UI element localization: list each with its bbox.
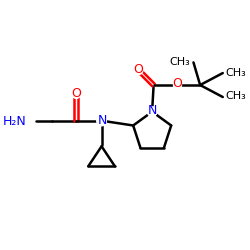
Text: O: O	[172, 78, 182, 90]
Circle shape	[20, 115, 32, 127]
Circle shape	[135, 66, 143, 74]
Circle shape	[97, 116, 106, 126]
Text: CH₃: CH₃	[225, 92, 246, 102]
Text: CH₃: CH₃	[170, 57, 190, 67]
Circle shape	[72, 90, 80, 98]
Circle shape	[174, 81, 182, 89]
Text: N: N	[98, 114, 107, 127]
Text: CH₃: CH₃	[225, 68, 246, 78]
Circle shape	[148, 107, 157, 117]
Text: O: O	[134, 63, 143, 76]
Text: H₂N: H₂N	[3, 114, 27, 128]
Text: N: N	[148, 104, 157, 117]
Text: O: O	[71, 87, 81, 100]
